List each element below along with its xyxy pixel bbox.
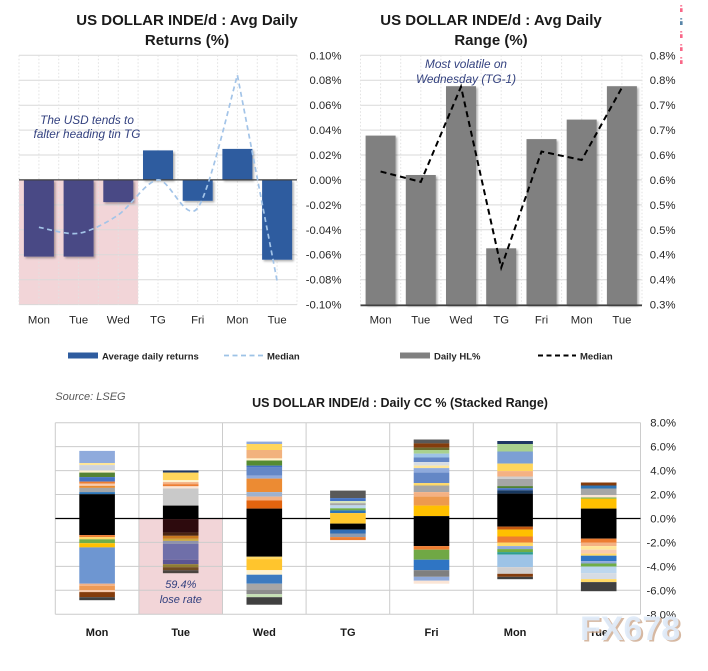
svg-text:-6.0%: -6.0%: [646, 585, 676, 597]
svg-text:FX678: FX678: [580, 610, 680, 648]
svg-text:Returns (%): Returns (%): [145, 32, 229, 49]
svg-text:Tue: Tue: [171, 627, 190, 639]
svg-text:Wed: Wed: [253, 627, 276, 639]
svg-text:Tue: Tue: [268, 315, 287, 327]
svg-text:0.0%: 0.0%: [650, 514, 676, 526]
svg-text:2.0%: 2.0%: [650, 490, 676, 502]
svg-text:0.6%: 0.6%: [650, 175, 676, 187]
svg-text:0.10%: 0.10%: [309, 50, 341, 62]
svg-text:Average daily returns: Average daily returns: [102, 352, 199, 363]
svg-text:Source: LSEG: Source: LSEG: [55, 391, 126, 403]
svg-text:0.7%: 0.7%: [650, 125, 676, 137]
svg-text:0.3%: 0.3%: [650, 300, 676, 312]
svg-text:-4.0%: -4.0%: [646, 561, 676, 573]
svg-text:Daily HL%: Daily HL%: [434, 352, 481, 363]
svg-text:Mon: Mon: [86, 627, 109, 639]
svg-text:0.6%: 0.6%: [650, 150, 676, 162]
svg-text:0.04%: 0.04%: [309, 125, 341, 137]
svg-text:Wed: Wed: [449, 315, 472, 327]
svg-text:0.8%: 0.8%: [650, 75, 676, 87]
svg-text:Mon: Mon: [571, 315, 593, 327]
svg-text:Mon: Mon: [226, 315, 248, 327]
svg-text:59.4%: 59.4%: [165, 579, 196, 591]
svg-text:-0.06%: -0.06%: [306, 250, 342, 262]
svg-text:Median: Median: [267, 352, 300, 363]
svg-text:-2.0%: -2.0%: [646, 537, 676, 549]
svg-text:Wednesday (TG-1): Wednesday (TG-1): [416, 72, 516, 86]
svg-text:Tue: Tue: [589, 627, 608, 639]
svg-text:Median: Median: [580, 352, 613, 363]
svg-text:-0.04%: -0.04%: [306, 225, 342, 237]
svg-text:0.02%: 0.02%: [309, 150, 341, 162]
svg-text:0.5%: 0.5%: [650, 225, 676, 237]
svg-text:Mon: Mon: [370, 315, 392, 327]
svg-text:US DOLLAR INDE/d : Avg Daily: US DOLLAR INDE/d : Avg Daily: [380, 12, 602, 29]
svg-text:-0.08%: -0.08%: [306, 275, 342, 287]
svg-text:Fri: Fri: [191, 315, 204, 327]
svg-text:lose rate: lose rate: [160, 594, 202, 606]
svg-text:Fri: Fri: [535, 315, 548, 327]
svg-text:-0.02%: -0.02%: [306, 200, 342, 212]
svg-text:-8.0%: -8.0%: [646, 609, 676, 621]
svg-text:Range (%): Range (%): [454, 32, 527, 49]
svg-text:TG: TG: [340, 627, 355, 639]
svg-text:falter heading tin TG: falter heading tin TG: [34, 127, 141, 141]
svg-text:Most volatile on: Most volatile on: [425, 57, 507, 71]
svg-text:Tue: Tue: [69, 315, 88, 327]
svg-text:0.4%: 0.4%: [650, 275, 676, 287]
svg-text:Tue: Tue: [612, 315, 631, 327]
svg-text:Fri: Fri: [424, 627, 438, 639]
svg-text:US DOLLAR INDE/d : Daily CC %: US DOLLAR INDE/d : Daily CC % (Stacked R…: [252, 396, 548, 410]
svg-text:0.8%: 0.8%: [650, 50, 676, 62]
svg-text:Wed: Wed: [107, 315, 130, 327]
svg-text:US DOLLAR INDE/d : Avg Daily: US DOLLAR INDE/d : Avg Daily: [76, 12, 298, 29]
svg-text:0.5%: 0.5%: [650, 200, 676, 212]
svg-text:0.7%: 0.7%: [650, 100, 676, 112]
svg-text:0.08%: 0.08%: [309, 75, 341, 87]
svg-text:0.4%: 0.4%: [650, 250, 676, 262]
svg-text:Mon: Mon: [504, 627, 527, 639]
svg-text:Mon: Mon: [28, 315, 50, 327]
svg-text:4.0%: 4.0%: [650, 466, 676, 478]
svg-text:8.0%: 8.0%: [650, 418, 676, 430]
svg-text:-0.10%: -0.10%: [306, 300, 342, 312]
svg-text:FX678: FX678: [582, 612, 682, 650]
svg-text:0.00%: 0.00%: [309, 175, 341, 187]
svg-text:Tue: Tue: [411, 315, 430, 327]
svg-text:The USD tends to: The USD tends to: [40, 113, 134, 127]
svg-text:TG: TG: [150, 315, 166, 327]
svg-text:0.06%: 0.06%: [309, 100, 341, 112]
svg-text:TG: TG: [493, 315, 509, 327]
svg-text:6.0%: 6.0%: [650, 442, 676, 454]
